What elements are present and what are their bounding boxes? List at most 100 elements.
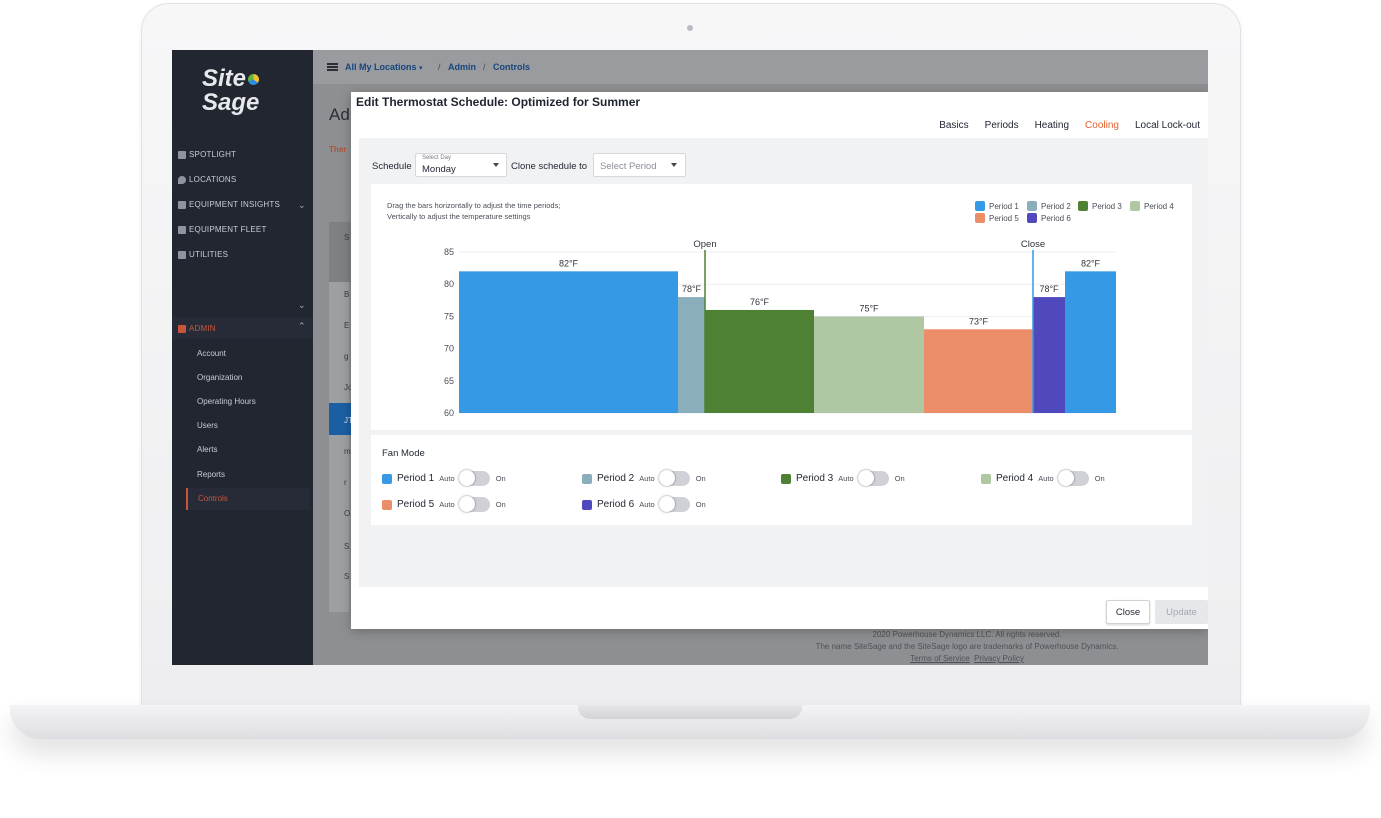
- bar-period-1[interactable]: [1065, 271, 1116, 413]
- sidebar-item-utilities[interactable]: UTILITIES: [178, 250, 228, 259]
- fan-toggle[interactable]: [458, 470, 490, 486]
- breadcrumb-admin[interactable]: Admin: [448, 62, 476, 72]
- legend-label: Period 3: [1092, 201, 1122, 211]
- legend-period-2[interactable]: Period 2: [1027, 201, 1071, 211]
- schedule-chart[interactable]: 60 65 70 75 80 85 82°F 78°F 76°F 75°F 73°F 78°F 82°F…: [371, 184, 1192, 430]
- clone-period-select[interactable]: Select Period: [593, 153, 686, 177]
- sidebar-subitem-controls[interactable]: Controls: [198, 494, 228, 503]
- bar-value-label: 82°F: [1081, 258, 1101, 268]
- chevron-up-icon[interactable]: ⌃: [298, 321, 306, 331]
- fan-toggle[interactable]: [857, 470, 889, 486]
- fan-swatch: [582, 473, 592, 484]
- legend-period-6[interactable]: Period 6: [1027, 213, 1071, 223]
- breadcrumb-controls[interactable]: Controls: [493, 62, 530, 72]
- chevron-down-icon[interactable]: ⌄: [298, 300, 306, 310]
- caret-down-icon: [493, 163, 499, 167]
- bar-period-6[interactable]: [1033, 297, 1065, 413]
- sidebar-subitem-account[interactable]: Account: [197, 349, 226, 358]
- legend-period-5[interactable]: Period 5: [975, 213, 1019, 223]
- y-tick-label: 70: [444, 344, 454, 354]
- legend-label: Period 4: [1144, 201, 1174, 211]
- list-item[interactable]: S: [344, 572, 350, 581]
- legend-period-3[interactable]: Period 3: [1078, 201, 1122, 211]
- list-item[interactable]: B: [344, 290, 350, 299]
- sidebar-item-label: EQUIPMENT FLEET: [189, 225, 267, 234]
- sidebar-item-equipment-fleet[interactable]: EQUIPMENT FLEET: [178, 225, 267, 234]
- list-item[interactable]: O: [344, 509, 351, 518]
- active-item-highlight: [186, 488, 310, 510]
- sidebar-subitem-reports[interactable]: Reports: [197, 470, 226, 479]
- marker-open-label: Open: [693, 239, 716, 250]
- sidebar-item-locations[interactable]: LOCATIONS: [178, 175, 236, 184]
- fan-toggle[interactable]: [658, 496, 690, 512]
- schedule-list-selected[interactable]: [329, 403, 351, 435]
- marker-close-label: Close: [1021, 239, 1045, 250]
- tab-local-lockout[interactable]: Local Lock-out: [1134, 120, 1200, 131]
- list-item[interactable]: JT: [344, 416, 353, 425]
- bar-period-4[interactable]: [814, 316, 924, 413]
- fan-toggle[interactable]: [658, 470, 690, 486]
- chart-hint-line1: Drag the bars horizontally to adjust the…: [387, 201, 561, 210]
- chevron-down-icon[interactable]: ⌄: [298, 200, 306, 210]
- toggle-knob: [658, 496, 675, 512]
- terms-link[interactable]: Terms of Service: [910, 654, 970, 663]
- privacy-link[interactable]: Privacy Policy: [974, 654, 1024, 663]
- tab-periods[interactable]: Periods: [984, 120, 1019, 131]
- list-item[interactable]: m: [344, 447, 351, 456]
- sidebar-item-equipment-insights[interactable]: EQUIPMENT INSIGHTS: [178, 200, 280, 209]
- list-item[interactable]: E: [344, 321, 350, 330]
- sidebar-subitem-users[interactable]: Users: [197, 421, 218, 430]
- schedule-label: Schedule: [372, 161, 412, 172]
- topbar: [313, 50, 1208, 84]
- bar-period-1[interactable]: [459, 271, 678, 413]
- fan-period-5: Period 5 Auto On: [382, 496, 506, 512]
- list-item[interactable]: S: [344, 542, 350, 551]
- fan-auto-label: Auto: [639, 500, 655, 509]
- list-item[interactable]: g: [344, 352, 349, 361]
- sidebar-subitem-alerts[interactable]: Alerts: [197, 445, 218, 454]
- day-select[interactable]: Select Day Monday: [415, 153, 507, 177]
- sidebar-item-spotlight[interactable]: SPOTLIGHT: [178, 150, 236, 159]
- fan-period-6: Period 6 Auto On: [582, 496, 706, 512]
- footer-links: Terms of Service Privacy Policy: [782, 654, 1152, 663]
- chart-hint-line2: Vertically to adjust the temperature set…: [387, 212, 531, 221]
- fan-toggle[interactable]: [1057, 470, 1089, 486]
- breadcrumb-location[interactable]: All My Locations ▾: [345, 62, 423, 72]
- utilities-icon: [178, 250, 186, 259]
- sidebar-subitem-organization[interactable]: Organization: [197, 373, 243, 382]
- bar-period-2[interactable]: [678, 297, 705, 413]
- list-item[interactable]: Jo: [344, 383, 353, 392]
- bar-period-3[interactable]: [705, 309, 814, 413]
- list-item[interactable]: r: [344, 478, 347, 487]
- y-tick-label: 60: [444, 408, 454, 418]
- page-tab[interactable]: Ther: [329, 145, 347, 154]
- legend-period-1[interactable]: Period 1: [975, 201, 1019, 211]
- list-item[interactable]: S: [344, 233, 350, 242]
- toggle-knob: [458, 496, 475, 512]
- chart-bars[interactable]: [459, 271, 1116, 413]
- close-button[interactable]: Close: [1106, 600, 1150, 624]
- legend-label: Period 2: [1041, 201, 1071, 211]
- toggle-knob: [458, 470, 475, 486]
- sidebar-item-label: UTILITIES: [189, 250, 229, 259]
- sidebar-item-admin[interactable]: ADMIN: [178, 324, 216, 333]
- menu-icon[interactable]: [327, 63, 338, 71]
- breadcrumb-sep: /: [483, 62, 486, 72]
- caret-down-icon: ▾: [419, 65, 423, 72]
- bar-period-5[interactable]: [924, 329, 1033, 413]
- fan-on-label: On: [894, 474, 905, 483]
- update-button[interactable]: Update: [1155, 600, 1208, 624]
- chart-markers[interactable]: [704, 250, 1034, 413]
- tab-basics[interactable]: Basics: [939, 120, 969, 131]
- sidebar-subitem-operating-hours[interactable]: Operating Hours: [197, 397, 256, 406]
- fan-period-label: Period 6: [597, 499, 635, 510]
- legend-label: Period 5: [989, 213, 1019, 223]
- tab-cooling[interactable]: Cooling: [1085, 120, 1119, 131]
- legend-swatch: [975, 201, 985, 211]
- screen: Site Sage SPOTLIGHT LOCATIONS EQUIPMENT …: [172, 50, 1208, 665]
- tab-heating[interactable]: Heating: [1034, 120, 1070, 131]
- legend-period-4[interactable]: Period 4: [1130, 201, 1174, 211]
- sitesage-logo[interactable]: Site Sage: [202, 67, 259, 115]
- legend-swatch: [1078, 201, 1088, 211]
- fan-toggle[interactable]: [458, 496, 490, 512]
